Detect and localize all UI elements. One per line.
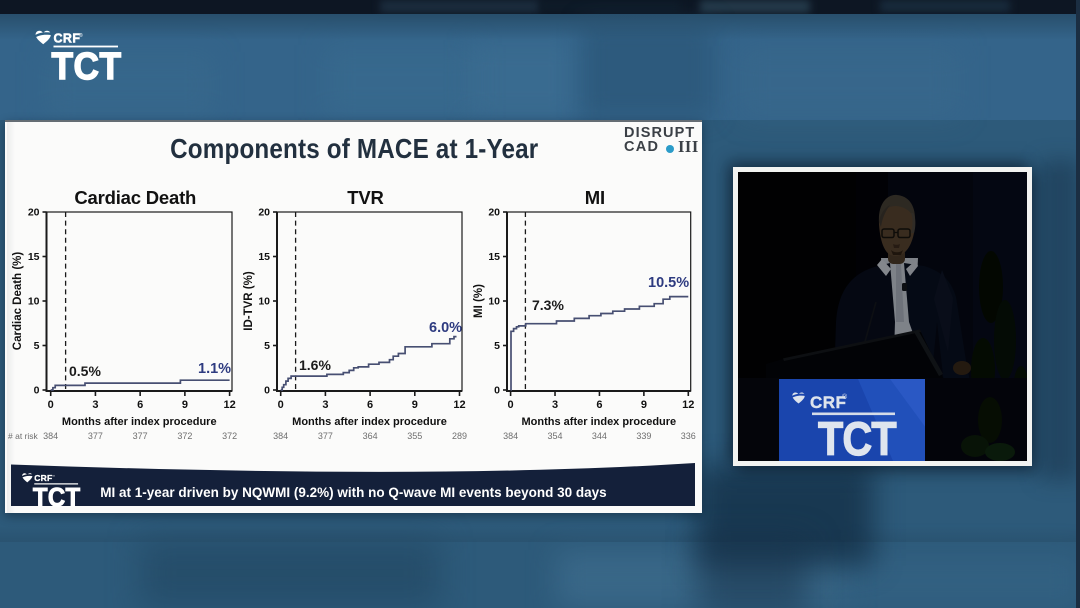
svg-text:1.6%: 1.6%: [299, 357, 331, 373]
svg-text:ID-TVR (%): ID-TVR (%): [243, 271, 255, 331]
svg-text:7.3%: 7.3%: [532, 297, 564, 313]
svg-text:®: ®: [842, 393, 848, 401]
svg-text:6: 6: [367, 399, 373, 411]
svg-text:20: 20: [28, 207, 40, 219]
svg-text:6.0%: 6.0%: [429, 320, 462, 336]
svg-text:0: 0: [494, 385, 500, 397]
svg-text:# at risk: # at risk: [8, 431, 39, 441]
svg-text:®: ®: [79, 32, 83, 39]
svg-text:6: 6: [596, 399, 602, 411]
svg-text:0: 0: [34, 385, 40, 397]
svg-text:384: 384: [43, 431, 58, 441]
svg-text:377: 377: [88, 431, 103, 441]
svg-text:20: 20: [258, 207, 270, 219]
svg-text:5: 5: [34, 340, 40, 352]
svg-text:12: 12: [223, 399, 235, 411]
svg-text:289: 289: [452, 431, 467, 441]
svg-text:339: 339: [636, 431, 651, 441]
svg-text:344: 344: [592, 431, 607, 441]
svg-text:CRF: CRF: [54, 32, 81, 46]
svg-text:™: ™: [52, 474, 55, 478]
svg-text:Cardiac Death (%): Cardiac Death (%): [12, 252, 24, 351]
svg-text:377: 377: [133, 431, 148, 441]
svg-text:15: 15: [28, 251, 40, 263]
svg-text:Months after index procedure: Months after index procedure: [62, 416, 217, 428]
svg-text:MI (%): MI (%): [473, 284, 485, 318]
svg-text:9: 9: [412, 399, 418, 411]
svg-text:15: 15: [488, 251, 500, 263]
svg-text:3: 3: [322, 399, 328, 411]
svg-text:372: 372: [177, 431, 192, 441]
svg-text:6: 6: [137, 399, 143, 411]
svg-text:TVR: TVR: [347, 187, 383, 208]
svg-text:15: 15: [258, 251, 270, 263]
svg-text:20: 20: [488, 207, 500, 219]
svg-text:336: 336: [681, 431, 696, 441]
svg-text:Cardiac Death: Cardiac Death: [74, 187, 196, 208]
svg-text:10: 10: [488, 296, 500, 308]
svg-text:TCT: TCT: [33, 483, 81, 508]
svg-text:10: 10: [258, 296, 270, 308]
svg-text:10: 10: [28, 296, 40, 308]
svg-text:3: 3: [92, 399, 98, 411]
svg-text:3: 3: [552, 399, 558, 411]
svg-text:10.5%: 10.5%: [648, 275, 689, 291]
svg-text:12: 12: [682, 399, 694, 411]
svg-text:TCT: TCT: [818, 414, 897, 461]
svg-text:0.5%: 0.5%: [69, 363, 101, 379]
svg-text:0: 0: [278, 399, 284, 411]
svg-text:364: 364: [363, 431, 378, 441]
svg-text:5: 5: [264, 340, 270, 352]
svg-text:372: 372: [222, 431, 237, 441]
svg-text:384: 384: [273, 431, 288, 441]
svg-text:0: 0: [48, 399, 54, 411]
svg-text:355: 355: [407, 431, 422, 441]
svg-text:Months after index procedure: Months after index procedure: [522, 416, 677, 428]
svg-text:377: 377: [318, 431, 333, 441]
svg-text:9: 9: [641, 399, 647, 411]
svg-text:12: 12: [453, 399, 465, 411]
svg-text:384: 384: [503, 431, 518, 441]
svg-text:1.1%: 1.1%: [198, 361, 231, 377]
svg-text:CRF: CRF: [810, 393, 846, 412]
svg-text:9: 9: [182, 399, 188, 411]
svg-text:MI: MI: [585, 187, 605, 208]
svg-text:TCT: TCT: [52, 45, 122, 83]
svg-text:354: 354: [548, 431, 563, 441]
svg-text:5: 5: [494, 340, 500, 352]
svg-text:0: 0: [264, 385, 270, 397]
svg-text:0: 0: [508, 399, 514, 411]
svg-text:Months after index procedure: Months after index procedure: [292, 416, 447, 428]
svg-text:CRF: CRF: [34, 473, 52, 483]
